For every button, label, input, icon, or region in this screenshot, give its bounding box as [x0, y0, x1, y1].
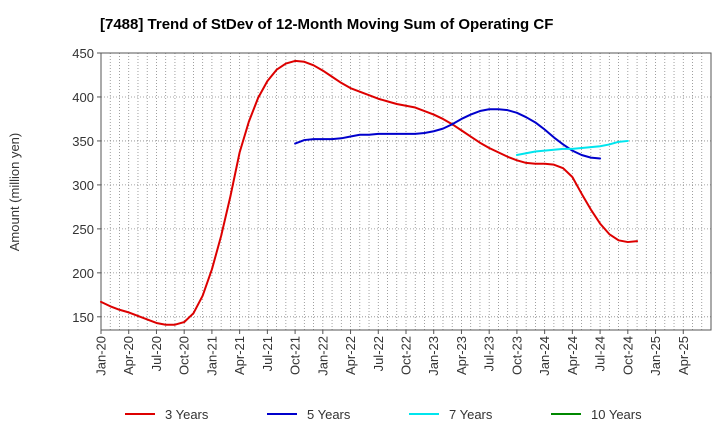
x-tick-label: Jan-24 [537, 336, 552, 376]
legend-label: 7 Years [449, 407, 493, 422]
series [100, 59, 639, 326]
series-line-5-years [294, 108, 602, 160]
y-tick-label: 150 [72, 310, 94, 325]
x-tick-label: Jul-24 [593, 336, 608, 371]
x-tick-label: Jul-22 [371, 336, 386, 371]
series-line-7-years [515, 139, 629, 157]
x-ticks: Jan-20 Apr-20 Jul-20 Oct-20 Jan-21 Apr-21 Jul-… [94, 330, 691, 376]
x-tick-label: Apr-22 [343, 336, 358, 375]
x-tick-label: Jan-25 [648, 336, 663, 376]
x-tick-label: Oct-24 [620, 336, 635, 375]
y-tick-label: 200 [72, 266, 94, 281]
x-tick-label: Oct-20 [177, 336, 192, 375]
x-tick-label: Apr-23 [454, 336, 469, 375]
y-tick-label: 300 [72, 178, 94, 193]
chart-title: [7488] Trend of StDev of 12-Month Moving… [100, 16, 553, 33]
x-tick-label: Jul-21 [260, 336, 275, 371]
x-tick-label: Apr-24 [565, 336, 580, 375]
y-tick-label: 400 [72, 90, 94, 105]
x-tick-label: Oct-23 [509, 336, 524, 375]
x-tick-label: Oct-21 [288, 336, 303, 375]
series-line-3-years [100, 59, 639, 326]
grid [101, 52, 711, 330]
y-tick-label: 350 [72, 134, 94, 149]
legend: 3 Years 5 Years 7 Years 10 Years [125, 407, 642, 422]
y-tick-label: 450 [72, 46, 94, 61]
x-tick-label: Jan-22 [315, 336, 330, 376]
x-tick-label: Jul-20 [149, 336, 164, 371]
legend-label: 5 Years [307, 407, 351, 422]
x-tick-label: Jan-23 [426, 336, 441, 376]
x-tick-label: Jan-20 [94, 336, 109, 376]
y-tick-label: 250 [72, 222, 94, 237]
y-axis-label: Amount (million yen) [7, 133, 22, 252]
legend-label: 3 Years [165, 407, 209, 422]
x-tick-label: Oct-22 [399, 336, 414, 375]
x-tick-label: Apr-21 [232, 336, 247, 375]
x-tick-label: Jan-21 [204, 336, 219, 376]
y-ticks: 150 200 250 300 350 400 450 [72, 46, 101, 325]
x-tick-label: Jul-23 [482, 336, 497, 371]
legend-label: 10 Years [591, 407, 642, 422]
x-tick-label: Apr-25 [676, 336, 691, 375]
x-tick-label: Apr-20 [121, 336, 136, 375]
